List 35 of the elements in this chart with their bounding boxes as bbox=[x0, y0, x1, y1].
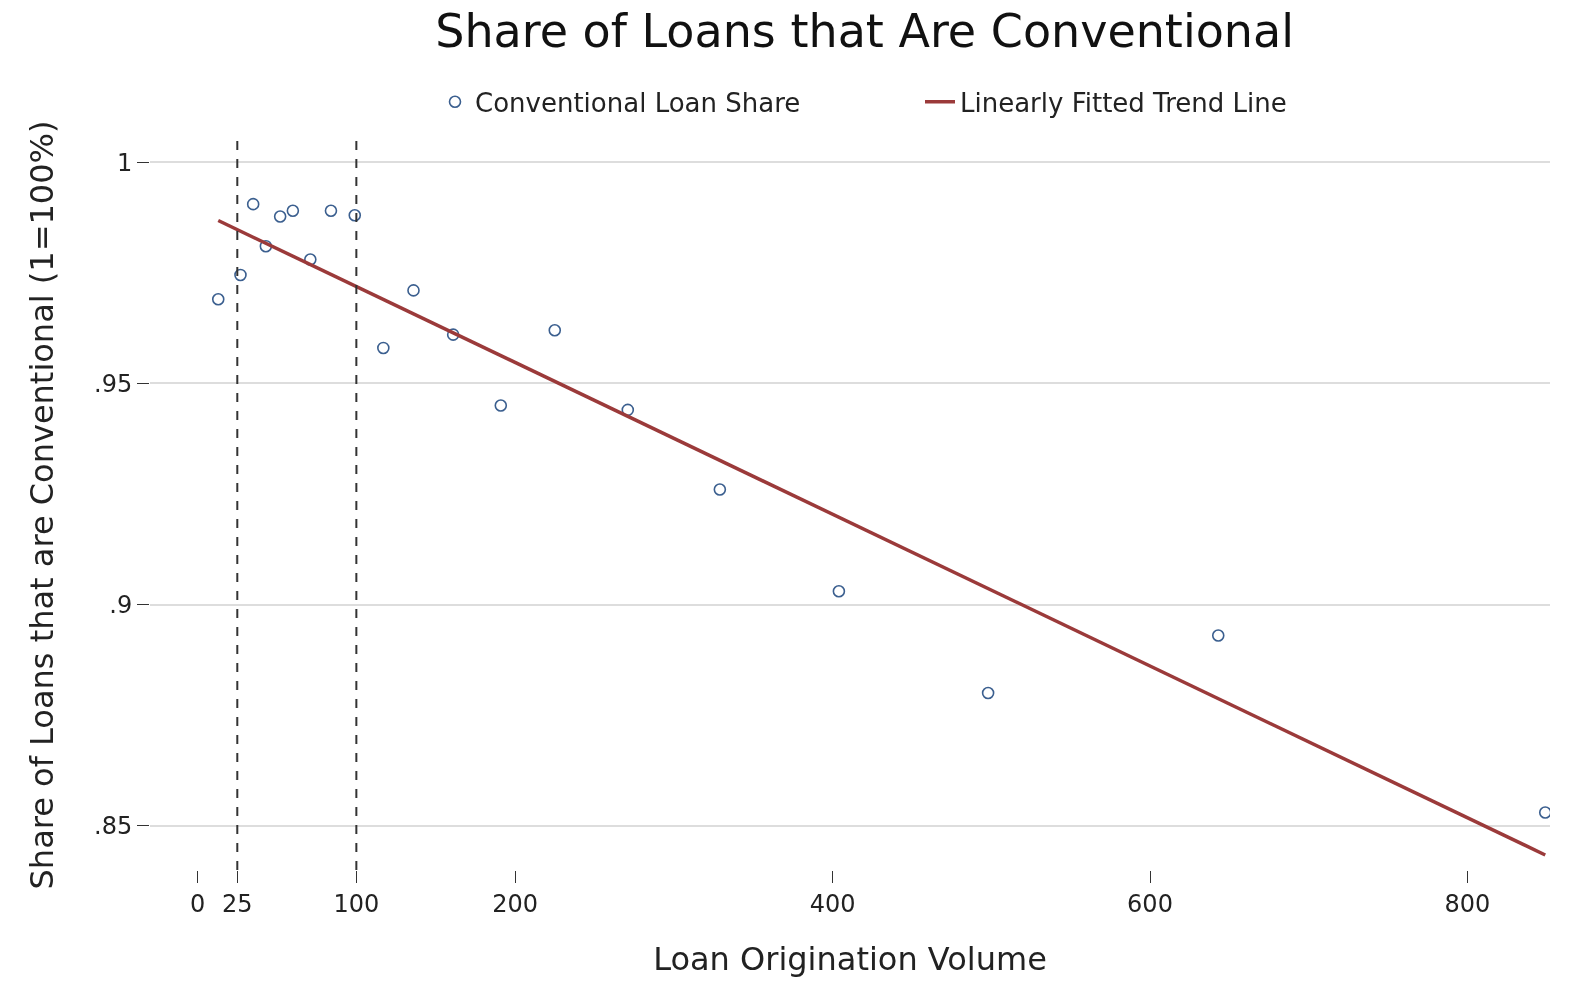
point bbox=[246, 197, 260, 211]
point bbox=[1538, 806, 1550, 819]
point bbox=[324, 204, 338, 218]
point bbox=[286, 204, 300, 218]
legend-label: Conventional Loan Share bbox=[475, 87, 801, 118]
point bbox=[1211, 629, 1225, 642]
point bbox=[407, 284, 420, 297]
point bbox=[446, 328, 460, 341]
point bbox=[273, 210, 287, 223]
legend-label: Linearly Fitted Trend Line bbox=[960, 87, 1287, 118]
chart-title: Share of Loans that Are Conventional bbox=[435, 4, 1294, 59]
y-axis-title: Share of Loans that are Conventional (1=100%) bbox=[23, 120, 62, 890]
x-tick-label: 25 bbox=[222, 889, 253, 918]
point bbox=[494, 399, 508, 412]
point bbox=[234, 268, 247, 282]
y-tick-label: .9 bbox=[109, 590, 133, 619]
x-axis-title: Loan Origination Volume bbox=[653, 939, 1047, 978]
point bbox=[621, 403, 635, 417]
x-tick-label: 200 bbox=[492, 889, 538, 918]
point bbox=[377, 341, 390, 355]
point bbox=[259, 239, 273, 253]
point bbox=[211, 292, 225, 306]
point bbox=[548, 323, 562, 337]
point bbox=[713, 483, 727, 496]
x-tick-label: 400 bbox=[809, 889, 856, 918]
x-tick-label: 100 bbox=[333, 889, 380, 918]
y-tick-label: .85 bbox=[94, 812, 133, 841]
point bbox=[981, 686, 995, 700]
y-tick-label: 1 bbox=[116, 148, 133, 177]
x-tick-label: 0 bbox=[189, 889, 206, 918]
point bbox=[832, 584, 846, 598]
y-tick-label: .95 bbox=[94, 369, 133, 398]
x-tick-label: 600 bbox=[1127, 889, 1173, 918]
x-tick-label: 800 bbox=[1444, 889, 1491, 918]
point bbox=[348, 208, 362, 222]
